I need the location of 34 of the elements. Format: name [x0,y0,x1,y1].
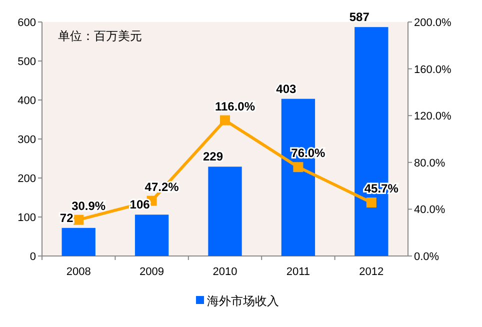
bar [62,228,96,256]
y2-tick-label: 80.0% [414,157,446,170]
point [293,162,304,172]
x-tick-label: 2009 [140,266,164,278]
data-label: 587 [349,10,370,24]
y2-tick-label: 0.0% [414,251,440,263]
data-label: 106 [130,198,150,212]
point [366,198,376,208]
annotation: 单位：百万美元 [58,29,142,43]
point [220,115,230,126]
x-tick-label: 2008 [66,266,91,278]
y2-tick-label: 120.0% [414,110,452,123]
data-label: 229 [202,150,224,164]
y-tick-label: 500 [18,56,36,68]
x-tick-label: 2012 [359,266,384,278]
data-label: 30.9% [72,198,106,213]
y2-tick-label: 200.0% [414,17,452,29]
x-tick-label: 2011 [286,266,310,278]
point [74,214,84,225]
y2-tick-label: 160.0% [414,64,452,76]
y-tick-label: 200 [18,173,36,185]
y-tick-label: 0 [30,251,36,263]
bar [134,214,169,256]
data-label: 403 [276,82,297,96]
bar [208,166,242,256]
y-tick-label: 300 [18,134,36,146]
data-label: 116.0% [214,99,256,114]
legend-label: 海外市场收入 [207,294,279,308]
x-tick-label: 2010 [212,266,238,278]
y-tick-label: 100 [18,212,36,224]
y-tick-label: 600 [18,17,36,29]
y2-tick-label: 40.0% [414,204,446,216]
data-label: 72 [60,210,74,225]
y-tick-label: 400 [18,95,36,107]
